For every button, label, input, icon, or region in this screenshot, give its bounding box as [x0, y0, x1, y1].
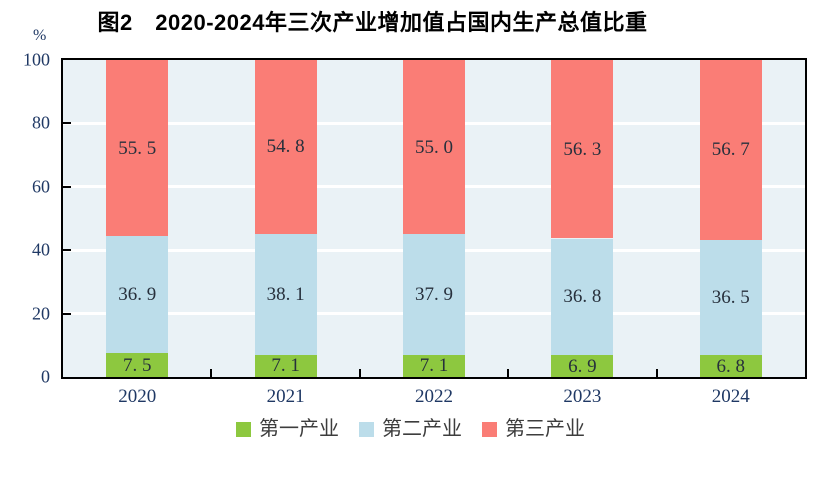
y-axis-unit: % — [33, 27, 47, 44]
bar-segment-series-1: 7. 1 — [403, 354, 465, 377]
bar-value-label: 54. 8 — [266, 136, 305, 158]
bar-segment-series-2: 38. 1 — [254, 233, 317, 355]
bar-value-label: 7. 1 — [271, 355, 300, 377]
bar-segment-series-3: 55. 0 — [403, 60, 465, 235]
legend-label: 第二产业 — [382, 418, 462, 440]
x-axis-labels: 2020 2021 2022 2023 2024 — [63, 386, 805, 410]
bar-value-label: 56. 7 — [711, 139, 750, 161]
bar-value-label: 6. 8 — [716, 355, 746, 377]
x-axis-tick — [358, 369, 361, 377]
y-axis-tick — [63, 122, 71, 125]
plot-area: 7. 5 36. 9 55. 5 7. 1 38. 1 54. 8 7. 1 37. 9 55.… — [61, 58, 807, 379]
bar-value-label: 36. 9 — [118, 284, 157, 306]
bar-segment-series-3: 54. 8 — [254, 60, 317, 234]
y-axis-tick-label: 100 — [23, 49, 50, 70]
bar-segment-series-3: 56. 3 — [551, 60, 614, 239]
bar-segment-series-1: 7. 1 — [254, 354, 317, 377]
x-axis-category-label: 2022 — [415, 386, 453, 407]
y-axis-tick-label: 40 — [32, 239, 50, 260]
legend: 第一产业 第二产业 第三产业 — [0, 419, 821, 439]
legend-swatch-icon — [236, 421, 251, 437]
legend-swatch-icon — [359, 421, 374, 437]
bar-value-label: 6. 9 — [568, 355, 597, 377]
bar-segment-series-3: 56. 7 — [699, 60, 762, 240]
bar-segment-series-1: 6. 8 — [699, 355, 762, 377]
x-axis-category-label: 2020 — [118, 386, 157, 407]
bar-value-label: 55. 0 — [415, 136, 453, 158]
bar-segment-series-1: 6. 9 — [551, 355, 614, 377]
x-axis-tick — [655, 369, 658, 377]
bar-value-label: 36. 5 — [711, 287, 750, 309]
legend-item-series-1: 第一产业 — [236, 419, 339, 439]
bar-segment-series-2: 36. 8 — [551, 238, 614, 356]
bar-segment-series-2: 36. 9 — [106, 236, 169, 354]
y-axis-tick-label: 80 — [32, 112, 50, 133]
bar-segment-series-2: 36. 5 — [699, 239, 762, 356]
bar-segment-series-2: 37. 9 — [403, 234, 465, 355]
y-axis-tick-label: 60 — [32, 176, 50, 197]
y-axis-labels: 0 20 40 60 80 100 — [0, 50, 56, 387]
legend-item-series-2: 第二产业 — [359, 419, 462, 439]
y-axis-tick — [63, 249, 71, 252]
x-axis-category-label: 2021 — [266, 386, 305, 407]
legend-swatch-icon — [482, 421, 497, 437]
x-axis-category-label: 2023 — [563, 386, 602, 407]
bar-value-label: 37. 9 — [415, 283, 453, 305]
y-axis-tick — [63, 312, 71, 315]
y-axis-tick — [63, 185, 71, 188]
x-axis-tick — [507, 369, 510, 377]
bar-value-label: 7. 5 — [122, 354, 152, 376]
legend-label: 第一产业 — [259, 418, 339, 440]
x-axis-tick — [210, 369, 213, 377]
bar-segment-series-3: 55. 5 — [106, 60, 169, 237]
bar-value-label: 36. 8 — [563, 286, 602, 308]
y-axis-tick-label: 0 — [41, 366, 50, 387]
y-axis-tick-label: 20 — [32, 303, 50, 324]
bar-value-label: 38. 1 — [266, 283, 305, 305]
bar-value-label: 56. 3 — [563, 138, 602, 160]
legend-label: 第三产业 — [505, 418, 585, 440]
chart-title: 图2 2020-2024年三次产业增加值占国内生产总值比重 — [97, 10, 648, 35]
bar-value-label: 55. 5 — [118, 137, 157, 159]
x-axis-category-label: 2024 — [711, 386, 750, 407]
bar-segment-series-1: 7. 5 — [106, 353, 169, 377]
legend-item-series-3: 第三产业 — [482, 419, 585, 439]
bar-value-label: 7. 1 — [419, 355, 449, 377]
